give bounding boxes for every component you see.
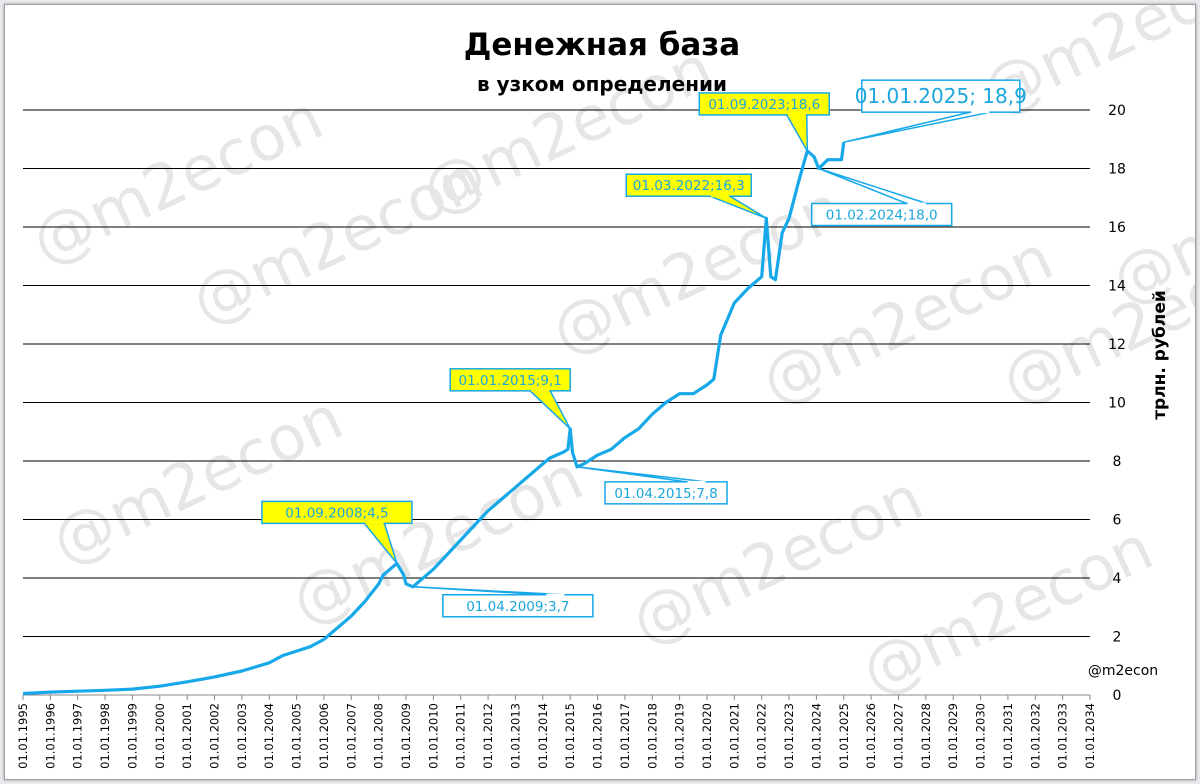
annotation-callout: 01.09.2008;4,5 [261, 500, 413, 564]
x-tick-label: 01.01.2006 [317, 703, 331, 769]
x-tick-label: 01.01.2011 [454, 703, 468, 769]
x-tick-label: 01.01.1996 [43, 703, 57, 769]
x-tick-label: 01.01.2004 [262, 703, 276, 769]
x-tick-label: 01.01.1997 [71, 703, 85, 769]
x-tick-label: 01.01.2024 [809, 703, 823, 769]
x-tick-label: 01.01.2022 [755, 703, 769, 769]
x-tick-label: 01.01.2000 [153, 703, 167, 769]
annotation-pointer [528, 390, 571, 430]
x-tick-label: 01.01.1995 [16, 703, 30, 769]
x-tick-label: 01.01.2029 [946, 703, 960, 769]
annotation-label: 01.04.2009;3,7 [466, 599, 569, 615]
x-tick-label: 01.01.2007 [344, 703, 358, 769]
annotation-label: 01.09.2023;18,6 [708, 97, 820, 113]
y-tick-label: 14 [1108, 279, 1126, 295]
x-tick-label: 01.01.2009 [399, 703, 413, 769]
x-tick-label: 01.01.1998 [98, 703, 112, 769]
chart-subtitle: в узком определении [477, 72, 727, 96]
annotation-box [810, 202, 953, 227]
x-tick-label: 01.01.2015 [563, 703, 577, 769]
x-tick-label: 01.01.2025 [837, 703, 851, 769]
y-tick-label: 4 [1113, 571, 1122, 587]
x-tick-label: 01.01.2020 [700, 703, 714, 769]
x-tick-label: 01.01.2001 [180, 703, 194, 769]
x-axis-ticks: 01.01.1995 01.01.1996 01.01.1997 01.01.1998… [16, 695, 1097, 769]
chart-canvas: @m2econ@m2econ@m2econ@m2econ@m2econ@m2ec… [16, 5, 1195, 769]
annotation-callout: 01.01.2015;9,1 [449, 368, 571, 430]
x-tick-label: 01.01.2033 [1056, 703, 1070, 769]
y-tick-label: 18 [1108, 162, 1126, 178]
annotation-box [625, 173, 753, 197]
annotation-layer: 01.09.2008;4,5 01.04.2009;3,7 01.01.2015;9… [261, 79, 1027, 618]
annotation-label: 01.01.2025; 18,9 [855, 84, 1027, 108]
annotation-label: 01.03.2022;16,3 [633, 178, 745, 194]
x-tick-label: 01.01.2003 [235, 703, 249, 769]
chart-frame: @m2econ @m2econ @m2econ @m2econ @m2econ @m2ec… [4, 4, 1196, 780]
annotation-label: 01.04.2015;7,8 [614, 486, 717, 502]
y-tick-label: 0 [1113, 688, 1122, 704]
x-tick-label: 01.01.2028 [919, 703, 933, 769]
x-tick-label: 01.01.2032 [1028, 703, 1042, 769]
source-handle: @m2econ [1088, 663, 1158, 679]
x-tick-label: 01.01.1999 [125, 703, 139, 769]
annotation-box [698, 92, 831, 116]
annotation-callout: 01.01.2025; 18,9 [843, 79, 1027, 143]
x-tick-label: 01.01.2034 [1083, 703, 1097, 769]
annotation-box [604, 481, 728, 505]
y-tick-label: 8 [1113, 454, 1122, 470]
x-tick-label: 01.01.2008 [372, 703, 386, 769]
watermark-text: @m2econ [40, 381, 353, 579]
x-tick-label: 01.01.2002 [208, 703, 222, 769]
annotation-label: 01.09.2008;4,5 [285, 505, 388, 521]
y-tick-label: 2 [1113, 630, 1122, 646]
annotation-callout: 01.02.2024;18,0 [810, 167, 953, 227]
annotation-callout: 01.09.2023;18,6 [698, 92, 831, 152]
annotation-pointer [785, 114, 809, 152]
x-tick-label: 01.01.2012 [481, 703, 495, 769]
annotation-label: 01.02.2024;18,0 [826, 208, 938, 224]
x-tick-label: 01.01.2021 [727, 703, 741, 769]
x-tick-label: 01.01.2023 [782, 703, 796, 769]
x-tick-label: 01.01.2027 [891, 703, 905, 769]
annotation-box [442, 594, 594, 618]
annotation-box [861, 79, 1021, 113]
series-layer [22, 141, 846, 696]
x-tick-label: 01.01.2019 [673, 703, 687, 769]
series-line [22, 141, 846, 696]
annotation-box [449, 368, 571, 392]
y-tick-label: 10 [1108, 396, 1126, 412]
annotation-callout: 01.04.2009;3,7 [412, 586, 594, 618]
annotation-callout: 01.04.2015;7,8 [576, 466, 728, 505]
y-axis-ticks: 0 2 4 6 8 10 12 14 16 18 20 [1108, 103, 1126, 704]
annotation-callout: 01.03.2022;16,3 [625, 173, 767, 219]
annotation-label: 01.01.2015;9,1 [459, 373, 562, 389]
x-tick-label: 01.01.2010 [426, 703, 440, 769]
y-tick-label: 20 [1108, 103, 1126, 119]
x-tick-label: 01.01.2016 [591, 703, 605, 769]
x-tick-label: 01.01.2026 [864, 703, 878, 769]
x-tick-label: 01.01.2005 [290, 703, 304, 769]
annotation-pointer [843, 111, 991, 143]
y-axis-label: трлн. рублей [1150, 290, 1170, 420]
y-tick-label: 16 [1108, 220, 1126, 236]
annotation-box [261, 500, 413, 525]
annotation-pointer [576, 466, 707, 483]
x-tick-label: 01.01.2013 [508, 703, 522, 769]
x-tick-label: 01.01.2014 [536, 703, 550, 769]
y-tick-label: 12 [1108, 337, 1126, 353]
annotation-pointer [412, 586, 566, 596]
y-tick-label: 6 [1113, 513, 1122, 529]
x-tick-label: 01.01.2030 [974, 703, 988, 769]
x-tick-label: 01.01.2017 [618, 703, 632, 769]
x-tick-label: 01.01.2031 [1001, 703, 1015, 769]
chart-title: Денежная база [464, 27, 740, 63]
x-tick-label: 01.01.2018 [645, 703, 659, 769]
